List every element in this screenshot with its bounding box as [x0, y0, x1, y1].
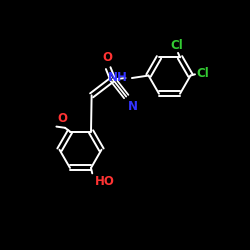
Text: Cl: Cl	[197, 66, 209, 80]
Text: HO: HO	[95, 175, 114, 188]
Text: Cl: Cl	[170, 39, 183, 52]
Text: O: O	[102, 51, 112, 64]
Text: NH: NH	[108, 71, 128, 84]
Text: O: O	[58, 112, 68, 125]
Text: N: N	[128, 100, 138, 113]
